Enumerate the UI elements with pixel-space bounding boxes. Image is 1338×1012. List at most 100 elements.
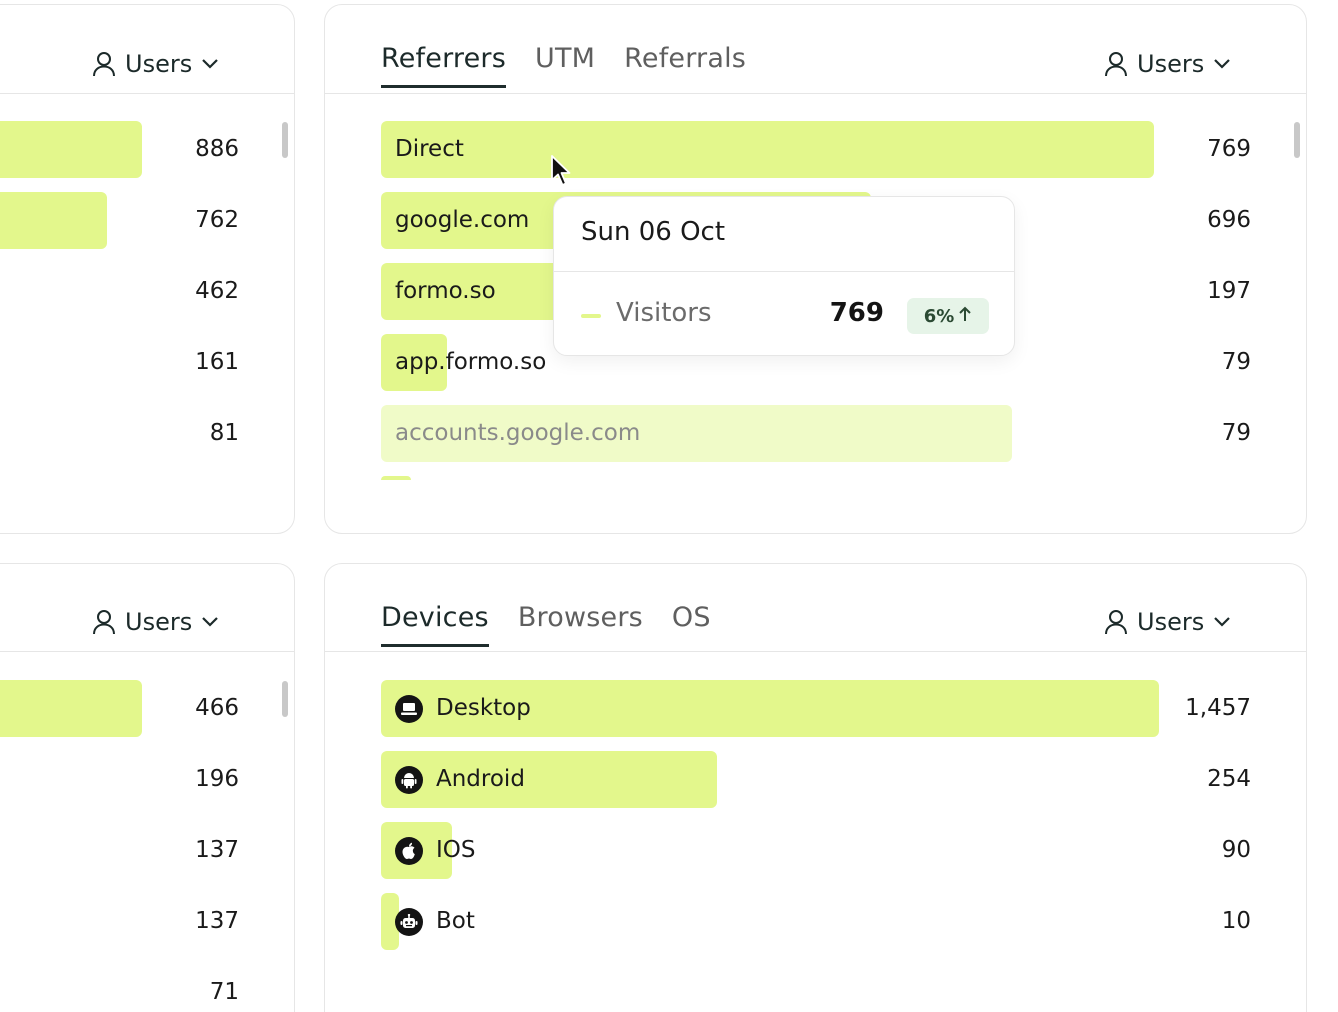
tooltip-value: 769 <box>829 298 884 328</box>
list-item[interactable]: 462 <box>0 263 239 320</box>
device-value: 90 <box>1221 837 1251 863</box>
chevron-down-icon <box>1213 616 1231 628</box>
device-value: 10 <box>1221 908 1251 934</box>
device-bar <box>381 893 399 950</box>
list-item-value: 137 <box>195 837 239 863</box>
tooltip-date: Sun 06 Oct <box>581 217 726 247</box>
tab-referrals[interactable]: Referrals <box>624 43 747 74</box>
desktop-icon <box>395 694 423 723</box>
device-bar <box>381 751 717 808</box>
top-left-card-header: Users <box>0 5 294 94</box>
tooltip-series-name: Visitors <box>616 298 712 328</box>
device-label: IOS <box>395 822 476 879</box>
metric-dropdown-label: Users <box>1137 608 1205 636</box>
tooltip-series-swatch <box>581 314 601 318</box>
referrer-value: 769 <box>1207 136 1251 162</box>
list-item-bar <box>0 121 142 178</box>
referrer-value: 197 <box>1207 278 1251 304</box>
referrer-label: app.formo.so <box>395 349 547 375</box>
device-value: 1,457 <box>1185 695 1251 721</box>
chevron-down-icon <box>201 616 219 628</box>
metric-dropdown[interactable]: Users <box>1104 50 1231 78</box>
referrer-row[interactable]: accounts.google.com 79 <box>381 405 1251 462</box>
referrer-value: 79 <box>1221 420 1251 446</box>
referrer-value: 696 <box>1207 207 1251 233</box>
device-label-text: IOS <box>436 837 476 863</box>
scrollbar[interactable] <box>282 681 288 717</box>
referrer-value: 79 <box>1221 349 1251 375</box>
user-icon <box>1104 51 1128 77</box>
scrollbar[interactable] <box>282 122 288 158</box>
user-icon <box>1104 609 1128 635</box>
list-item-value: 462 <box>195 278 239 304</box>
change-badge: 6% <box>907 298 989 334</box>
tab-browsers[interactable]: Browsers <box>517 602 643 633</box>
list-item-value: 137 <box>195 908 239 934</box>
list-item-value: 466 <box>195 695 239 721</box>
referrer-bar <box>381 405 1012 462</box>
list-item[interactable]: 466 <box>0 680 239 737</box>
devices-card: Devices Browsers OS Users Desktop 1,457 <box>324 563 1307 1012</box>
device-row[interactable]: Android 254 <box>381 751 1251 808</box>
referrer-label: Direct <box>395 136 464 162</box>
tab-referrers[interactable]: Referrers <box>381 43 506 88</box>
list-item-value: 81 <box>209 420 239 446</box>
list-item[interactable]: 161 <box>0 334 239 391</box>
list-item[interactable]: 886 <box>0 121 239 178</box>
device-value: 254 <box>1207 766 1251 792</box>
referrers-tabs: Referrers UTM Referrals <box>381 43 746 88</box>
tab-devices[interactable]: Devices <box>381 602 489 647</box>
list-item[interactable]: 71 <box>0 964 239 1012</box>
device-label-text: Desktop <box>436 695 531 721</box>
user-icon <box>92 609 116 635</box>
chart-tooltip: Sun 06 Oct Visitors 769 6% <box>553 196 1015 356</box>
top-left-card: Users 886 762 462 161 81 <box>0 4 295 534</box>
arrow-up-icon <box>958 306 972 327</box>
list-item-bar <box>0 680 142 737</box>
list-item[interactable]: 196 <box>0 751 239 808</box>
device-row[interactable]: Bot 10 <box>381 893 1251 950</box>
metric-dropdown[interactable]: Users <box>92 50 219 78</box>
device-row[interactable]: Desktop 1,457 <box>381 680 1251 737</box>
list-item[interactable]: 137 <box>0 822 239 879</box>
bottom-left-card: Users 466 196 137 137 71 <box>0 563 295 1012</box>
referrer-row[interactable]: formo.so 197 <box>381 263 1251 320</box>
metric-dropdown[interactable]: Users <box>1104 608 1231 636</box>
next-row-peek <box>381 476 411 480</box>
tooltip-divider <box>554 271 1014 272</box>
mouse-cursor-icon <box>550 154 572 192</box>
referrer-label: accounts.google.com <box>395 420 641 446</box>
list-item-value: 886 <box>195 136 239 162</box>
chevron-down-icon <box>201 58 219 70</box>
chevron-down-icon <box>1213 58 1231 70</box>
tab-utm[interactable]: UTM <box>535 43 596 74</box>
user-icon <box>92 51 116 77</box>
referrer-row[interactable]: Direct 769 <box>381 121 1251 178</box>
referrer-bar <box>381 263 579 320</box>
devices-tabs: Devices Browsers OS <box>381 602 711 647</box>
referrer-label: formo.so <box>395 278 496 304</box>
list-item-value: 762 <box>195 207 239 233</box>
list-item[interactable]: 137 <box>0 893 239 950</box>
scrollbar[interactable] <box>1294 122 1300 158</box>
device-label: Bot <box>395 893 475 950</box>
metric-dropdown-label: Users <box>125 608 193 636</box>
device-bar <box>381 680 1159 737</box>
list-item[interactable]: 81 <box>0 405 239 462</box>
devices-card-header: Devices Browsers OS Users <box>325 564 1306 652</box>
referrers-card: Referrers UTM Referrals Users Direct 769… <box>324 4 1307 534</box>
apple-icon <box>395 836 423 865</box>
bot-icon <box>395 907 423 936</box>
metric-dropdown[interactable]: Users <box>92 608 219 636</box>
device-label: Android <box>395 751 525 808</box>
device-label: Desktop <box>395 680 531 737</box>
tab-os[interactable]: OS <box>671 602 711 633</box>
referrer-bar <box>381 334 447 391</box>
device-row[interactable]: IOS 90 <box>381 822 1251 879</box>
list-item-value: 161 <box>195 349 239 375</box>
android-icon <box>395 765 423 794</box>
bottom-left-card-header: Users <box>0 564 294 652</box>
list-item[interactable]: 762 <box>0 192 239 249</box>
referrer-row[interactable]: app.formo.so 79 <box>381 334 1251 391</box>
list-item-bar <box>0 192 107 249</box>
